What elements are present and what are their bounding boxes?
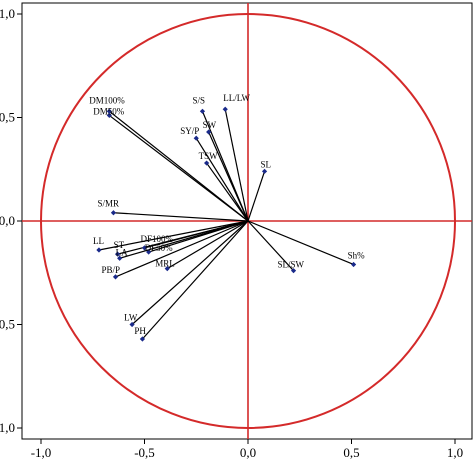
y-tick-label: -1,0 <box>0 420 15 435</box>
loading-points <box>96 106 357 342</box>
variable-label: PB/P <box>102 265 121 275</box>
loading-vector <box>115 220 249 278</box>
loading-point-marker <box>193 135 199 141</box>
y-tick-label: 0,0 <box>0 213 15 228</box>
loading-point-marker <box>146 249 152 255</box>
variable-labels: DM100%DM50% S/S LL/LW SW SY/P TSW SL S/MR LL STLA… <box>89 93 365 336</box>
loading-point-marker <box>206 129 212 135</box>
loading-vector <box>247 220 294 272</box>
variable-label: DM50% <box>93 106 125 116</box>
loading-vector <box>206 162 249 222</box>
loading-point-marker <box>199 108 206 114</box>
loading-point-marker <box>110 210 117 216</box>
loading-vector <box>224 109 249 222</box>
loading-vector <box>247 220 354 266</box>
variable-label: SL <box>261 159 272 169</box>
x-tick-label: 0,0 <box>240 445 256 460</box>
variable-label: SW <box>203 120 217 130</box>
y-axis-ticks: 1,0 0,5 0,0 -0,5 -1,0 <box>0 6 22 435</box>
loading-point-marker <box>141 245 148 251</box>
loading-point-marker <box>114 251 121 257</box>
variable-label: DF100% <box>141 234 174 244</box>
variable-label: DM100% <box>89 95 125 105</box>
variable-label: SY/P <box>180 126 199 136</box>
loading-vectors <box>98 109 354 340</box>
loading-vector <box>144 220 249 249</box>
variable-label: DF50% <box>145 243 174 253</box>
loading-point-marker <box>350 261 357 268</box>
loading-point-marker <box>139 336 146 342</box>
loading-point-marker <box>96 247 102 253</box>
y-tick-label: 1,0 <box>0 6 15 21</box>
variable-label: ST <box>114 240 125 250</box>
loading-point-marker <box>112 274 119 280</box>
variable-label: SL/SW <box>278 260 305 270</box>
variable-label: LA <box>116 247 128 257</box>
variable-label: S/S <box>192 95 205 105</box>
loading-vector <box>98 220 249 251</box>
loading-point-marker <box>164 266 170 272</box>
loading-point-marker <box>222 106 228 112</box>
loading-vector <box>141 220 249 340</box>
variable-label: LL <box>93 236 104 246</box>
y-tick-label: -0,5 <box>0 317 15 332</box>
x-tick-label: 1,0 <box>447 445 463 460</box>
loading-point-marker <box>106 108 112 114</box>
variable-label: TSW <box>199 151 219 161</box>
variable-label: MRL <box>155 259 175 269</box>
x-tick-label: -0,5 <box>134 445 155 460</box>
loading-vector <box>148 220 249 253</box>
loading-vector <box>208 131 249 222</box>
loading-vector <box>195 137 249 222</box>
loading-point-marker <box>117 255 123 261</box>
loading-vector <box>166 220 249 270</box>
loading-point-marker <box>106 112 112 119</box>
loading-point-marker <box>129 321 135 328</box>
loading-vector <box>113 212 249 222</box>
variable-label: LL/LW <box>223 93 250 103</box>
loading-point-marker <box>204 160 210 166</box>
loading-point-marker <box>261 168 268 174</box>
variable-label: PH <box>134 326 146 336</box>
loading-vector <box>131 220 249 325</box>
variable-label: LW <box>124 313 138 323</box>
x-tick-label: 0,5 <box>343 445 359 460</box>
variable-label: S/MR <box>97 199 119 209</box>
x-axis-ticks: -1,0 -0,5 0,0 0,5 1,0 <box>31 439 463 460</box>
variable-label: Sh% <box>348 250 366 260</box>
y-tick-label: 0,5 <box>0 110 15 125</box>
loading-vector <box>247 171 266 222</box>
loading-vector <box>108 114 249 222</box>
x-tick-label: -1,0 <box>31 445 52 460</box>
loading-point-marker <box>290 268 297 274</box>
